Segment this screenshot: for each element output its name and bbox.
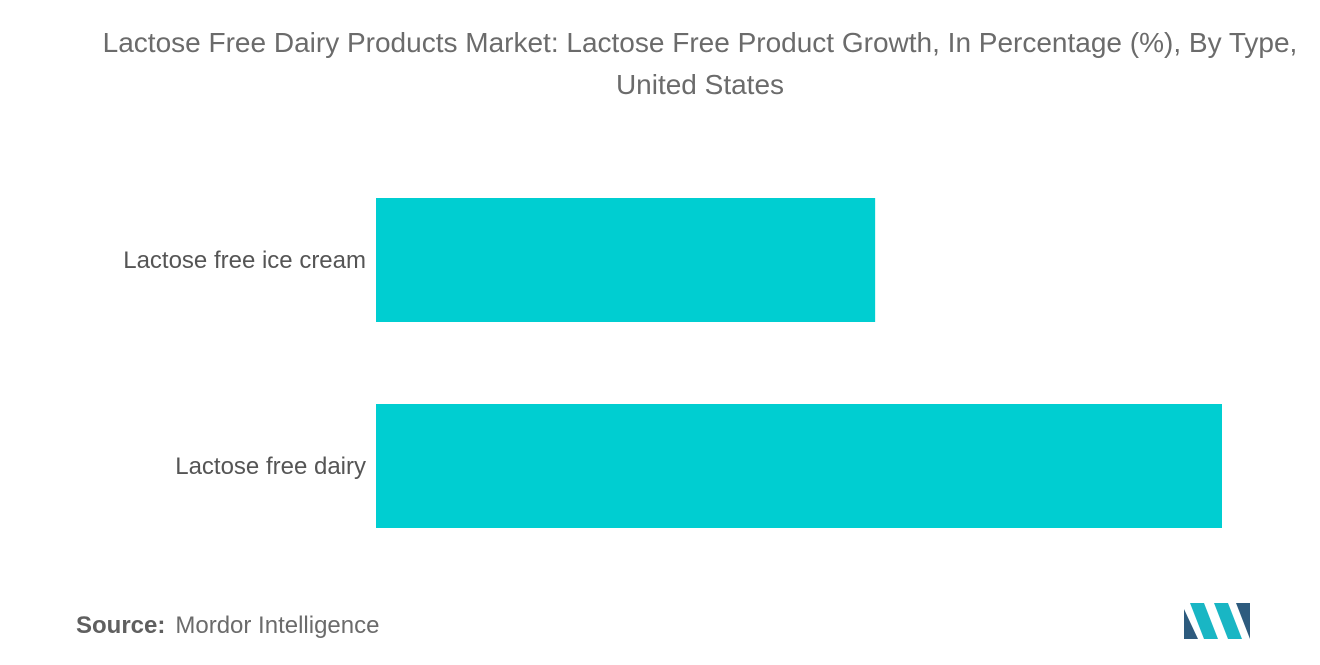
logo-shape-right [1236, 603, 1250, 639]
category-label-1: Lactose free ice cream [123, 247, 366, 274]
bar-2 [376, 404, 1222, 528]
logo-shape-left [1184, 609, 1198, 639]
source-value: Mordor Intelligence [175, 612, 380, 639]
logo-shape-right-teal [1214, 603, 1242, 639]
bar-1 [376, 198, 876, 322]
mordor-intelligence-logo-icon [1184, 603, 1250, 639]
bars-layer [376, 198, 1222, 528]
category-label-2: Lactose free dairy [175, 453, 366, 480]
source-label: Source: [76, 612, 166, 639]
logo-shape-left-teal [1190, 603, 1218, 639]
chart-title: Lactose Free Dairy Products Market: Lact… [102, 27, 1298, 100]
category-labels: Lactose free ice cream Lactose free dairy [123, 247, 366, 480]
source-note: Source: Mordor Intelligence [76, 612, 379, 640]
bar-chart: Lactose free ice cream Lactose free dairy [123, 198, 1222, 528]
